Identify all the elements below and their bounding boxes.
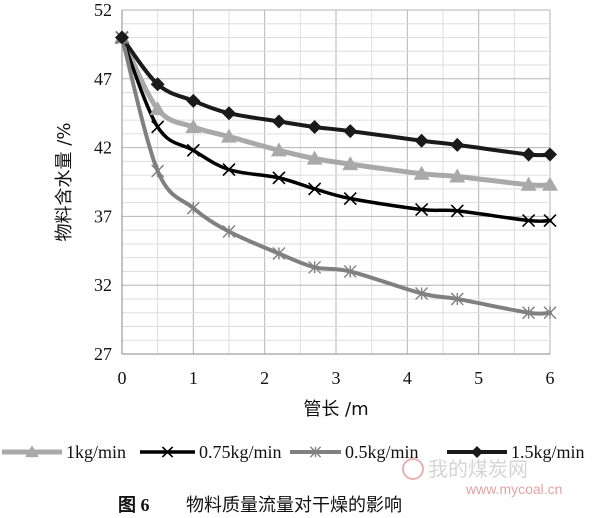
data-point-diamond	[450, 137, 465, 152]
data-point-triangle	[25, 445, 39, 458]
data-point-triangle	[413, 165, 430, 180]
y-tick-label: 42	[94, 138, 112, 158]
data-point-triangle	[185, 118, 202, 133]
data-point-asterisk	[450, 292, 464, 306]
data-point-asterisk	[308, 260, 322, 274]
data-point-diamond	[521, 147, 536, 162]
legend: 1kg/min 0.75kg/min 0.5kg/min 1.5kg/min	[2, 442, 585, 462]
caption-text: 物料质量流量对干燥的影响	[186, 495, 402, 516]
data-point-asterisk	[309, 446, 322, 458]
x-tick-label: 2	[260, 368, 269, 388]
data-point-asterisk	[522, 306, 536, 320]
y-tick-label: 27	[94, 344, 112, 364]
data-point-triangle	[449, 168, 466, 183]
data-point-x	[222, 163, 236, 177]
x-tick-label: 0	[118, 368, 127, 388]
data-point-triangle	[270, 142, 287, 157]
watermark-text: 我的煤炭网	[428, 457, 528, 481]
watermark-url: www.mycoal.cn	[465, 481, 562, 497]
x-tick-label: 1	[189, 368, 198, 388]
y-axis-title: 物料含水量 /%	[54, 123, 75, 242]
data-point-diamond	[150, 77, 165, 92]
watermark: 我的煤炭网 www.mycoal.cn	[402, 457, 562, 497]
y-tick-label: 32	[94, 275, 112, 295]
watermark-logo	[402, 458, 424, 480]
caption-label: 图 6	[118, 495, 150, 515]
data-point-x	[151, 120, 165, 134]
data-point-asterisk	[186, 201, 200, 215]
data-point-triangle	[149, 101, 166, 116]
data-point-x	[161, 446, 174, 458]
legend-label: 1kg/min	[66, 442, 126, 462]
data-point-asterisk	[343, 264, 357, 278]
legend-label: 1.5kg/min	[511, 442, 585, 462]
data-point-asterisk	[543, 306, 557, 320]
data-point-triangle	[221, 128, 237, 143]
x-tick-label: 3	[332, 368, 341, 388]
axes	[121, 10, 550, 355]
x-axis-title: 管长 /m	[303, 399, 368, 420]
data-point-x	[272, 171, 286, 185]
data-point-diamond	[222, 106, 236, 121]
data-point-diamond	[115, 30, 129, 45]
data-point-x	[186, 143, 200, 157]
data-point-triangle	[520, 176, 537, 191]
series-markers	[114, 29, 558, 320]
x-tick-labels: 0 1 2 3 4 5 6	[118, 368, 555, 388]
data-point-diamond	[307, 119, 322, 134]
data-point-diamond	[414, 133, 429, 148]
data-point-x	[308, 182, 322, 196]
data-point-triangle	[342, 156, 359, 171]
data-point-asterisk	[151, 164, 165, 178]
data-point-diamond	[543, 147, 557, 162]
x-tick-label: 4	[403, 368, 412, 388]
data-point-asterisk	[415, 286, 429, 300]
y-tick-labels: 27 32 37 42 47 52	[94, 0, 112, 364]
data-point-x	[450, 204, 464, 218]
data-point-asterisk	[222, 225, 236, 239]
data-point-x	[543, 213, 557, 228]
data-point-x	[343, 191, 357, 206]
x-tick-label: 6	[546, 368, 555, 388]
data-point-diamond	[186, 93, 201, 108]
data-point-triangle	[542, 176, 558, 191]
data-point-diamond	[471, 446, 483, 458]
figure-caption: 图 6 物料质量流量对干燥的影响	[118, 495, 402, 516]
data-point-triangle	[306, 150, 323, 165]
data-point-x	[415, 202, 429, 217]
y-tick-label: 52	[94, 0, 112, 20]
data-point-x	[522, 213, 536, 228]
x-tick-label: 5	[474, 368, 483, 388]
legend-label: 0.75kg/min	[199, 442, 282, 462]
data-point-diamond	[271, 114, 286, 129]
legend-label: 0.5kg/min	[345, 442, 419, 462]
data-point-asterisk	[272, 247, 286, 261]
data-point-diamond	[343, 124, 358, 139]
y-tick-label: 37	[94, 206, 112, 226]
y-tick-label: 47	[94, 69, 112, 89]
